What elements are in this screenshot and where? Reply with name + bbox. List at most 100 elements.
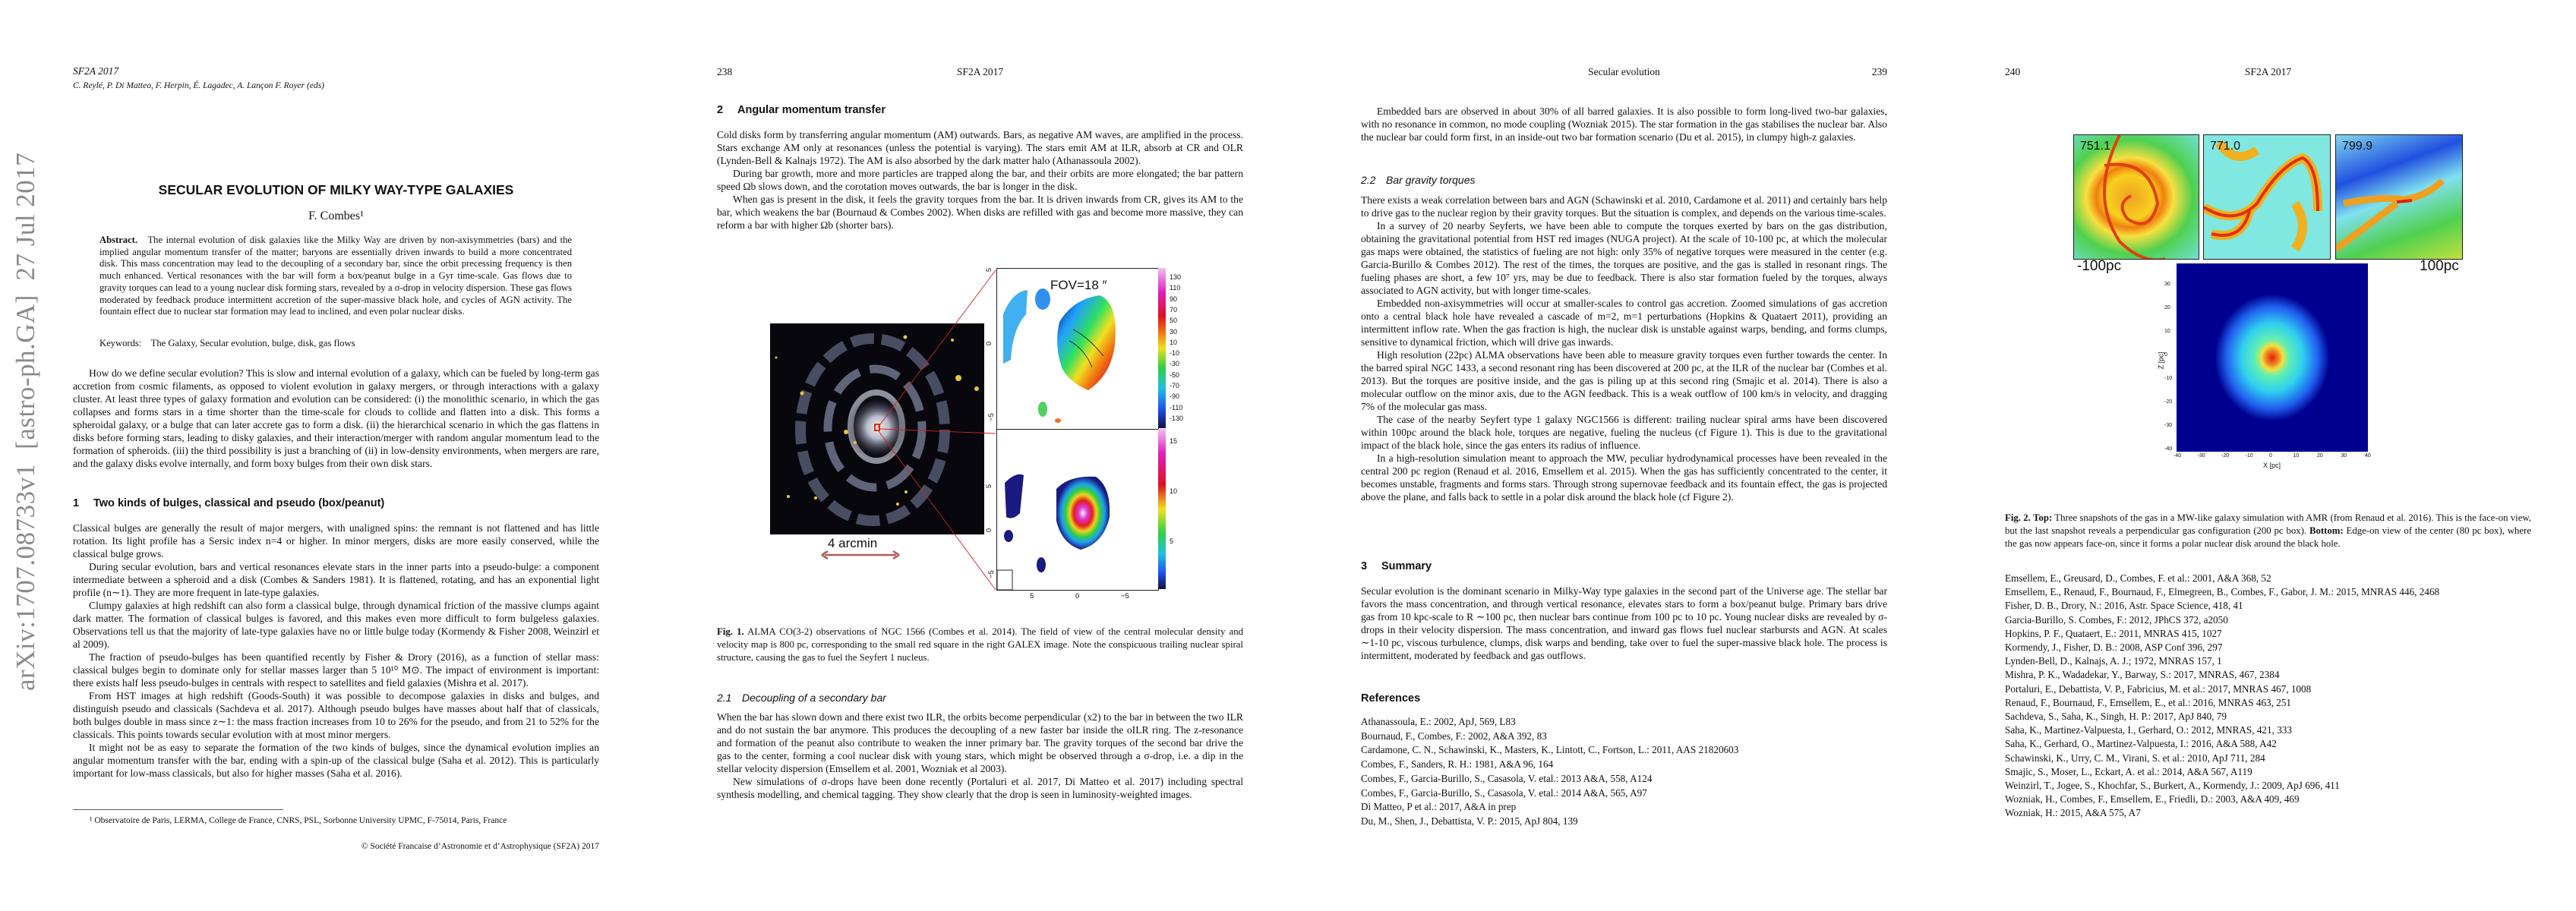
page-2: 238 SF2A 2017 2 Angular momentum transfer…	[644, 0, 1288, 911]
velocity-colorbar-label: 50	[1170, 317, 1178, 325]
x-tick-label: -10	[2245, 453, 2253, 459]
affiliation-footnote: ¹ Observatoire de Paris, LERMA, College …	[90, 816, 507, 825]
density-map-panel	[996, 429, 1159, 591]
reference-item: Schawinski, K., Urry, C. M., Virani, S. …	[2005, 752, 2265, 764]
keywords-label: Keywords:	[99, 338, 142, 348]
reference-item: Kormendy, J., Fisher, D. B.: 2008, ASP C…	[2005, 641, 2223, 654]
velocity-colorbar-label: -10	[1170, 349, 1180, 358]
x-tick-label: 5	[1030, 592, 1034, 601]
velocity-colorbar-label: 30	[1170, 327, 1178, 336]
section-2-heading: 2 Angular momentum transfer	[717, 104, 886, 116]
x-tick-label: 0	[2269, 453, 2272, 459]
section-number: 1	[73, 497, 80, 509]
keywords: Keywords: The Galaxy, Secular evolution,…	[99, 338, 355, 349]
z-tick-label: -40	[2164, 446, 2173, 452]
paragraph: In a high-resolution simulation meant to…	[1361, 452, 1887, 503]
scale-double-arrow	[821, 550, 900, 560]
section-title: Two kinds of bulges, classical and pseud…	[93, 497, 385, 509]
continued-text: Embedded bars are observed in about 30% …	[1361, 105, 1887, 143]
velocity-colorbar-label: 110	[1170, 284, 1181, 292]
page-number: 240	[2005, 66, 2021, 77]
reference-item: Lynden-Bell, D., Kalnajs, A. J.; 1972, M…	[2005, 655, 2222, 667]
scale-right-label: 100pc	[2420, 258, 2459, 274]
density-colorbar-label: 5	[1170, 537, 1174, 545]
footnote-rule	[73, 809, 283, 810]
running-head: SF2A 2017	[73, 65, 119, 77]
x-tick-label: 0	[1075, 592, 1080, 601]
x-tick-label: -30	[2197, 453, 2205, 459]
paper-title: SECULAR EVOLUTION OF MILKY WAY-TYPE GALA…	[158, 182, 514, 197]
paragraph: From HST images at high redshift (Goods-…	[73, 690, 599, 740]
reference-item: Wozniak, H.: 2015, A&A 575, A7	[2005, 807, 2141, 819]
reference-item: Portaluri, E., Debattista, V. P., Fabric…	[2005, 682, 2312, 695]
zoom-connector-lines	[877, 270, 996, 591]
paragraph: Embedded non-axisymmetries will occur at…	[1361, 298, 1887, 348]
references-heading: References	[1361, 692, 1421, 705]
paragraph: When the bar has slown down and there ex…	[717, 711, 1243, 774]
velocity-colorbar-label: 90	[1170, 295, 1178, 303]
section-title: Summary	[1381, 560, 1432, 572]
section-1-heading: 1 Two kinds of bulges, classical and pseu…	[73, 497, 384, 509]
velocity-map-panel: FOV=18 ″	[996, 268, 1159, 430]
paragraph: How do we define secular evolution? This…	[73, 367, 599, 469]
y-tick-label: −5	[987, 413, 996, 421]
page-number: 238	[717, 66, 733, 77]
snapshot-panel: 751.1	[2073, 134, 2199, 260]
x-tick-label: −5	[1121, 592, 1129, 601]
paragraph: Secular evolution is the dominant scenar…	[1361, 585, 1887, 661]
z-tick-label: 10	[2164, 329, 2170, 334]
y-tick-label: 5	[985, 484, 994, 489]
paragraph: New simulations of σ-drops have been don…	[717, 776, 1243, 800]
paragraph: In a survey of 20 nearby Seyferts, we ha…	[1361, 220, 1887, 296]
reference-item: Weinzirl, T., Jogee, S., Khochfar, S., B…	[2005, 780, 2340, 792]
reference-item: Wozniak, H., Combes, F., Emsellem, E., F…	[2005, 793, 2300, 805]
section-2-1-heading: 2.1 Decoupling of a secondary bar	[717, 692, 886, 704]
velocity-colorbar	[1158, 268, 1166, 428]
y-tick-label: 0	[985, 341, 994, 346]
z-tick-label: 30	[2164, 282, 2170, 287]
z-tick-label: -30	[2164, 423, 2173, 428]
reference-item: Cardamone, C. N., Schawinski, K., Master…	[1361, 744, 1739, 756]
paragraph: There exists a weak correlation between …	[1361, 194, 1887, 219]
paragraph: Cold disks form by transferring angular …	[717, 129, 1243, 166]
caption-text: ALMA CO(3-2) observations of NGC 1566 (C…	[717, 626, 1243, 663]
arxiv-identifier-stamp: arXiv:1707.08733v1 [astro-ph.GA] 27 Jul …	[11, 152, 40, 691]
reference-list: Emsellem, E., Greusard, D., Combes, F. e…	[2005, 572, 2439, 821]
reference-item: Mishra, P. K., Wadadekar, Y., Barway, S.…	[2005, 669, 2280, 681]
x-tick-label: 20	[2317, 453, 2323, 459]
edge-on-density-map	[2177, 263, 2368, 452]
velocity-colorbar-label: -30	[1170, 360, 1180, 368]
x-axis-label: X [pc]	[2263, 462, 2281, 469]
paragraph: Clumpy galaxies at high redshift can als…	[73, 600, 599, 650]
x-tick-label: -20	[2221, 453, 2230, 459]
page-4: 240 SF2A 2017 751.1 771.0 799.9 -100pc 1…	[1932, 0, 2576, 911]
reference-item: Saha, K., Martinez-Valpuesta, I., Gerhar…	[2005, 724, 2292, 736]
z-tick-label: -10	[2164, 376, 2173, 381]
z-tick-label: -20	[2164, 399, 2173, 405]
figure-1-caption: Fig. 1. ALMA CO(3-2) observations of NGC…	[717, 626, 1243, 664]
velocity-colorbar-label: 130	[1170, 273, 1182, 281]
density-colorbar-label: 15	[1170, 437, 1178, 445]
paragraph: Embedded bars are observed in about 30% …	[1361, 106, 1887, 143]
caption-bottom-label: Bottom:	[2309, 525, 2344, 536]
zoom-region-marker	[874, 424, 880, 431]
section-title: Bar gravity torques	[1386, 174, 1476, 186]
running-head: SF2A 2017	[956, 66, 1004, 77]
section-1-body: Classical bulges are generally the resul…	[73, 522, 599, 780]
density-colorbar	[1158, 429, 1166, 589]
abstract-text: The internal evolution of disk galaxies …	[99, 235, 572, 317]
reference-item: Fisher, D. B., Drory, N.: 2016, Astr. Sp…	[2005, 600, 2243, 612]
y-tick-label: 0	[985, 528, 994, 533]
running-head: SF2A 2017	[2244, 66, 2292, 77]
velocity-colorbar-label: 10	[1170, 338, 1178, 346]
paragraph: Classical bulges are generally the resul…	[73, 522, 599, 560]
snapshot-panel: 799.9	[2335, 134, 2463, 260]
fov-label: FOV=18 ″	[1050, 278, 1107, 292]
figure-2-caption: Fig. 2. Top: Three snapshots of the gas …	[2005, 512, 2531, 550]
snapshot-time-label: 799.9	[2342, 140, 2373, 153]
velocity-colorbar-label: 70	[1170, 305, 1178, 314]
running-head: Secular evolution	[1588, 66, 1660, 77]
figure-1: 4 arcmin FOV=18 ″	[644, 258, 1288, 607]
page-3: Secular evolution 239 Embedded bars are …	[1288, 0, 1932, 911]
reference-item: Di Matteo, P et al.: 2017, A&A in prep	[1361, 801, 1517, 813]
